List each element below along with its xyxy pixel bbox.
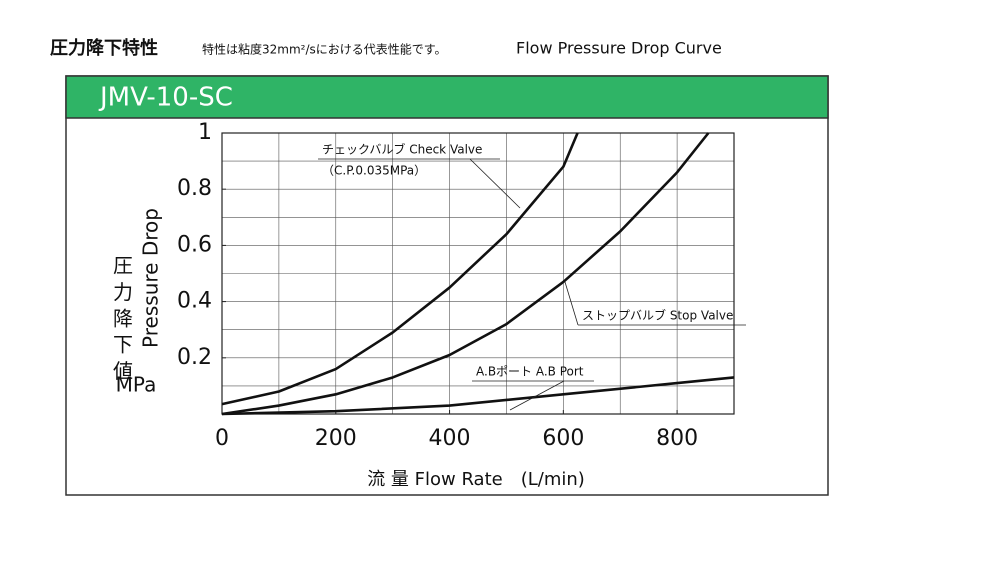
series-label: ストップバルブ Stop Valve bbox=[582, 308, 733, 323]
note: 特性は粘度32mm²/sにおける代表性能です。 bbox=[202, 42, 447, 57]
y-tick-label: 0.8 bbox=[177, 176, 212, 201]
y-unit: MPa bbox=[116, 373, 157, 397]
page-title: 圧力降下特性 bbox=[50, 37, 158, 59]
leader bbox=[469, 158, 521, 209]
series-label: A.Bポート A.B Port bbox=[476, 365, 584, 379]
y-tick-label: 0.2 bbox=[177, 345, 212, 370]
y-tick-label: 0.6 bbox=[177, 232, 212, 257]
y-tick-label: 1 bbox=[198, 120, 212, 145]
subtitle: Flow Pressure Drop Curve bbox=[516, 39, 722, 58]
curve bbox=[221, 132, 579, 406]
x-tick-label: 800 bbox=[656, 426, 698, 451]
y-tick-label: 0.4 bbox=[177, 289, 212, 314]
plot-frame bbox=[221, 132, 735, 415]
curve bbox=[221, 132, 710, 416]
y-label: Pressure Drop bbox=[139, 208, 163, 348]
x-label: 流 量 Flow Rate (L/min) bbox=[367, 469, 585, 490]
y-label-jp: 圧 力 降 下 値 bbox=[110, 255, 134, 380]
chart-title: JMV-10-SC bbox=[98, 83, 233, 113]
x-tick-label: 600 bbox=[542, 426, 584, 451]
chart-banner bbox=[65, 75, 829, 119]
series-label: チェックバルブ Check Valve bbox=[322, 142, 482, 157]
x-tick-label: 200 bbox=[315, 426, 357, 451]
leader bbox=[509, 380, 565, 411]
x-tick-label: 400 bbox=[429, 426, 471, 451]
x-tick-label: 0 bbox=[215, 426, 229, 451]
series-note: （C.P.0.035MPa） bbox=[322, 164, 426, 178]
curve bbox=[221, 376, 735, 416]
leader bbox=[564, 281, 579, 326]
